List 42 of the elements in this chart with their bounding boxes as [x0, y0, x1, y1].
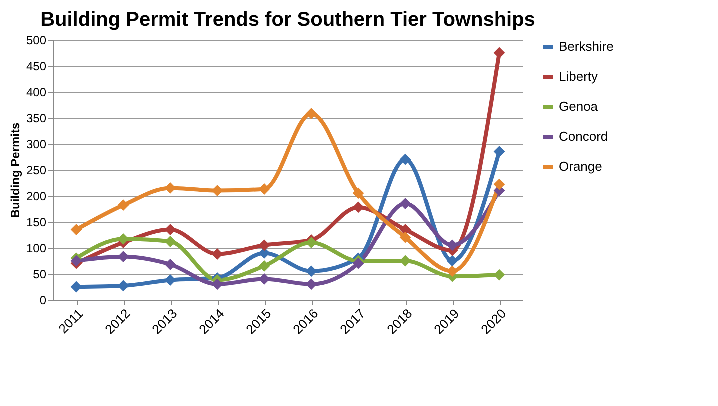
point — [164, 236, 176, 248]
legend-label: Concord — [559, 129, 608, 144]
point — [400, 154, 412, 166]
point — [494, 178, 506, 190]
y-tick-label: 150 — [26, 216, 47, 230]
y-axis-title: Building Permits — [8, 122, 22, 218]
point — [446, 266, 458, 278]
point — [118, 200, 130, 212]
y-tick-label: 500 — [26, 34, 47, 48]
point — [446, 255, 458, 267]
point — [400, 232, 412, 244]
point — [70, 224, 82, 236]
point — [494, 47, 506, 59]
point — [352, 202, 364, 214]
point — [306, 108, 318, 120]
y-tick-label: 200 — [26, 190, 47, 204]
point — [118, 280, 130, 292]
y-tick-label: 400 — [26, 86, 47, 100]
point — [446, 240, 458, 252]
legend-label: Genoa — [559, 99, 599, 114]
point — [494, 269, 506, 281]
y-tick-label: 300 — [26, 138, 47, 152]
legend-label: Liberty — [559, 69, 599, 84]
y-tick-label: 0 — [40, 294, 47, 308]
point — [306, 237, 318, 248]
point — [164, 258, 176, 270]
y-tick-label: 350 — [26, 112, 47, 126]
y-tick-label: 50 — [33, 268, 47, 282]
point — [70, 255, 82, 267]
chart-title: Building Permit Trends for Southern Tier Townships — [40, 9, 536, 31]
legend-label: Orange — [559, 159, 602, 174]
point — [352, 258, 364, 270]
point — [352, 188, 364, 200]
legend-label: Berkshire — [559, 39, 614, 54]
point — [400, 198, 412, 210]
y-tick-label: 100 — [26, 242, 47, 256]
y-tick-label: 450 — [26, 60, 47, 74]
y-tick-label: 250 — [26, 164, 47, 178]
point — [258, 240, 270, 252]
point — [258, 260, 270, 272]
point — [258, 184, 270, 195]
point — [494, 146, 506, 158]
